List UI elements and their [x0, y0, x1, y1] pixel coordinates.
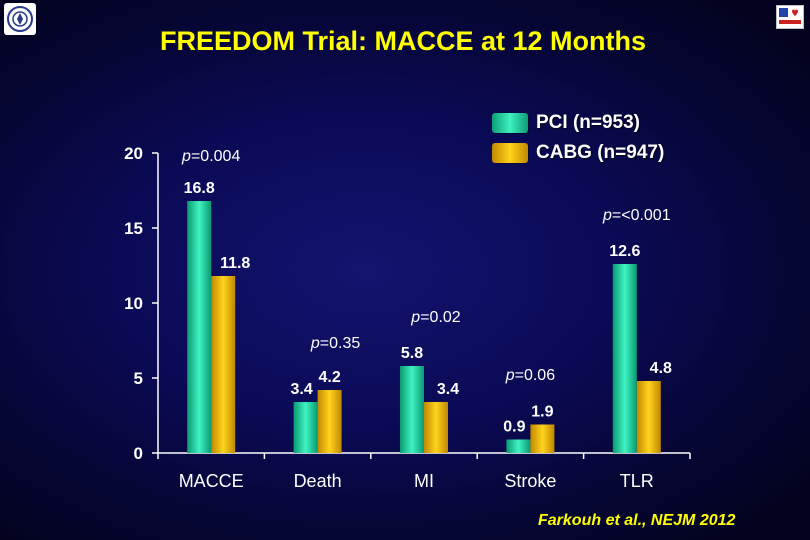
x-tick-label: TLR	[620, 471, 654, 491]
p-value-label: p=0.02	[410, 309, 460, 326]
y-tick-label: 0	[134, 444, 143, 463]
bar-pci	[400, 366, 424, 453]
y-tick-label: 5	[134, 369, 143, 388]
bar-cabg	[424, 402, 448, 453]
data-label-cabg: 3.4	[437, 381, 459, 398]
data-label-cabg: 4.8	[650, 360, 672, 377]
bar-cabg	[530, 425, 554, 454]
x-tick-label: Stroke	[504, 471, 556, 491]
bar-cabg	[211, 276, 235, 453]
p-value-label: p=0.004	[181, 148, 240, 165]
x-tick-label: MI	[414, 471, 434, 491]
data-label-cabg: 11.8	[220, 255, 250, 272]
data-label-cabg: 4.2	[318, 369, 340, 386]
data-label-pci: 5.8	[401, 345, 423, 362]
p-value-label: p=0.35	[310, 335, 360, 352]
bar-pci	[506, 440, 530, 454]
chart-bars	[187, 201, 661, 453]
y-tick-label: 10	[124, 294, 143, 313]
bar-cabg	[318, 390, 342, 453]
data-label-pci: 16.8	[184, 180, 215, 197]
p-value-label: p=0.06	[505, 367, 555, 384]
data-label-pci: 0.9	[503, 419, 525, 436]
y-tick-label: 20	[124, 144, 143, 163]
y-tick-label: 15	[124, 219, 143, 238]
data-label-pci: 3.4	[290, 381, 312, 398]
bar-cabg	[637, 381, 661, 453]
x-tick-label: MACCE	[179, 471, 244, 491]
p-value-label: p=<0.001	[602, 207, 671, 224]
citation: Farkouh et al., NEJM 2012	[538, 512, 735, 530]
bar-pci	[613, 264, 637, 453]
x-tick-label: Death	[294, 471, 342, 491]
data-label-cabg: 1.9	[531, 404, 553, 421]
bar-pci	[187, 201, 211, 453]
data-label-pci: 12.6	[609, 243, 640, 260]
bar-pci	[294, 402, 318, 453]
